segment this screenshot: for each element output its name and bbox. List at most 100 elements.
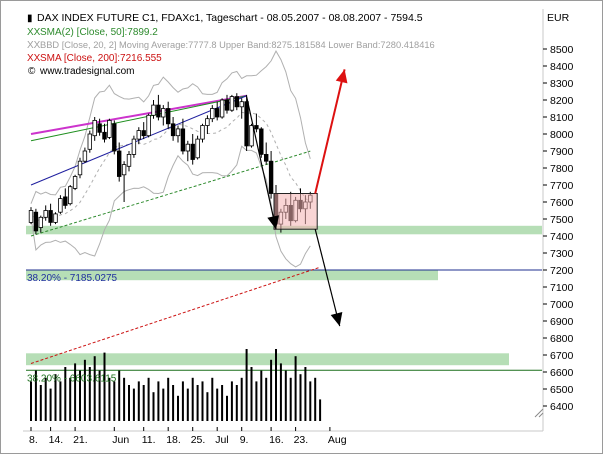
candle-body	[161, 108, 166, 118]
sma50-line	[30, 150, 311, 237]
resize-grip-icon[interactable]	[534, 408, 544, 418]
candle-body	[48, 210, 53, 223]
price-axis: 8500 8400 8300 8200 8100 8000 7900 7800 7700 7600…	[543, 44, 574, 413]
y-tick-label: 7600	[550, 197, 574, 209]
volume-bar	[245, 349, 248, 421]
arrow-shaft	[246, 96, 277, 230]
volume-bar	[275, 349, 277, 421]
volume-bar	[240, 377, 243, 421]
volume-bar	[74, 363, 77, 421]
volume-bar	[226, 395, 228, 421]
candle-body	[68, 186, 73, 205]
volume-bar	[309, 381, 312, 421]
x-tick-label: Jun	[112, 434, 129, 446]
volume-bar	[98, 370, 101, 421]
volume-bar	[49, 388, 52, 421]
source-credit: www.tradesignal.com	[39, 66, 134, 77]
candle-body	[38, 216, 43, 228]
volume-bar	[93, 356, 96, 421]
volume-bar	[118, 370, 121, 421]
y-tick-label: 7300	[550, 248, 574, 260]
legend-bbd-marker[interactable]: XX	[27, 40, 41, 51]
volume-bar	[108, 377, 111, 421]
chart-header: ▮ DAX INDEX FUTURE C1, FDAXc1, Tageschar…	[27, 12, 570, 77]
y-tick-label: 7900	[550, 146, 574, 158]
volume-bar	[260, 370, 263, 421]
candle-body	[170, 123, 176, 137]
x-tick-label: 23.	[294, 434, 309, 446]
arrow-shaft	[314, 229, 341, 327]
volume-bars	[30, 349, 322, 421]
y-tick-label: 8400	[550, 61, 574, 73]
y-tick-label: 8200	[550, 95, 574, 107]
candle-body	[268, 160, 274, 194]
volume-bar	[30, 381, 32, 421]
candle-body	[175, 128, 181, 137]
x-tick-label: 14.	[49, 434, 64, 446]
legend-sma200[interactable]: SMA [Close, 200]:7216.555	[40, 53, 162, 64]
support-zone	[26, 353, 509, 366]
volume-bar	[289, 377, 292, 421]
candle-body	[63, 196, 68, 206]
volume-bar	[162, 388, 165, 421]
candle-body	[28, 210, 34, 223]
candle-body	[92, 120, 97, 137]
legend-sma50[interactable]: SMA(2) [Close, 50]:7899.2	[40, 27, 158, 38]
candle-body	[195, 138, 200, 159]
volume-bar	[299, 374, 302, 421]
volume-bar	[304, 367, 307, 421]
volume-bar	[132, 388, 135, 421]
x-tick-label: 21.	[73, 434, 88, 446]
legend-sma200-marker[interactable]: XX	[27, 53, 41, 64]
candle-body	[185, 143, 190, 152]
volume-bar	[294, 356, 297, 421]
bb-lower-band	[30, 145, 311, 268]
y-tick-label: 6800	[550, 333, 574, 345]
candle-body	[77, 160, 83, 176]
candle-body	[239, 101, 244, 108]
volume-bar	[186, 388, 189, 421]
y-tick-label: 8300	[550, 78, 574, 90]
x-tick-label: Aug	[328, 434, 347, 446]
volume-bar	[284, 370, 287, 421]
volume-bar	[167, 377, 170, 421]
candle-body	[33, 211, 39, 232]
volume-bar	[216, 388, 219, 421]
support-zones	[26, 225, 542, 366]
volume-bar	[314, 377, 317, 421]
volume-bar	[250, 367, 253, 421]
volume-bar	[128, 385, 130, 421]
trendline	[30, 94, 247, 135]
x-tick-label: 8.	[29, 434, 38, 446]
volume-bar	[88, 367, 91, 421]
bollinger-bands	[30, 50, 311, 268]
candle-body	[151, 104, 156, 116]
legend-bbd[interactable]: BBD [Close, 20, 2] Moving Average:7777.8…	[40, 40, 435, 50]
candle-body	[141, 130, 146, 137]
volume-bar	[59, 381, 62, 421]
y-tick-label: 6400	[550, 401, 574, 413]
volume-bar	[211, 377, 214, 421]
legend-sma50-marker[interactable]: XX	[27, 27, 41, 38]
candle-body	[214, 108, 220, 118]
candle-body	[254, 125, 259, 130]
y-tick-label: 7200	[550, 265, 574, 277]
candle-body	[72, 176, 78, 189]
candle-body	[210, 108, 215, 120]
candle-body	[259, 128, 264, 155]
candle-body	[244, 101, 249, 147]
volume-bar	[34, 370, 37, 421]
fib-label-upper: 38.20% - 7185.0275	[27, 273, 118, 284]
volume-bar	[196, 385, 199, 421]
candle-body	[229, 96, 235, 111]
fib-label-lower: 38.20% - 6603.6115	[27, 373, 117, 384]
y-tick-label: 6500	[550, 384, 574, 396]
arrow-head	[330, 312, 343, 327]
y-tick-label: 7500	[550, 214, 574, 226]
candle-body	[43, 210, 48, 218]
y-tick-label: 7100	[550, 282, 574, 294]
x-tick-label: 11.	[142, 434, 156, 446]
candle-body	[58, 198, 63, 213]
